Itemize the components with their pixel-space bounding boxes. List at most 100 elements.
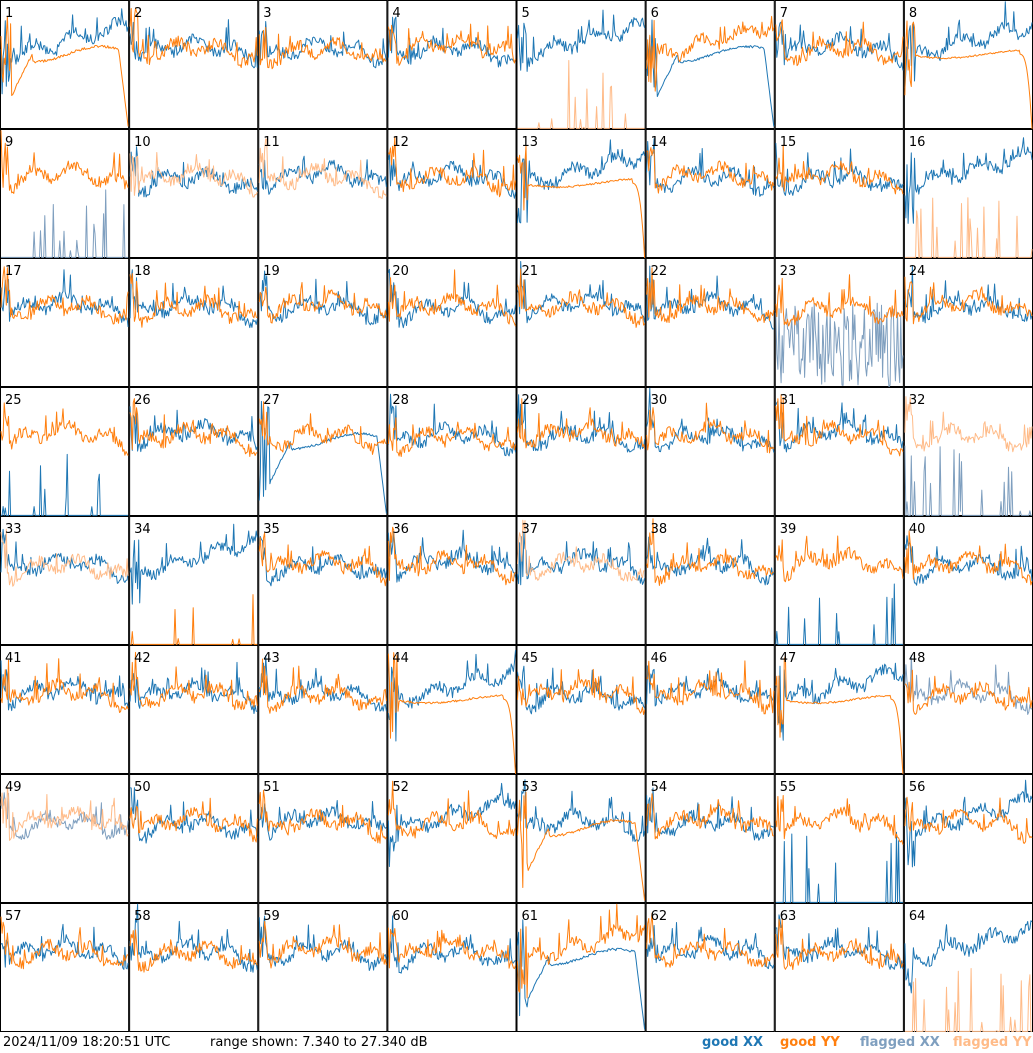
series-xx-line bbox=[904, 654, 1033, 715]
panel-frame bbox=[129, 0, 259, 129]
series-xx-line bbox=[0, 269, 129, 328]
panel-label: 39 bbox=[780, 522, 797, 537]
series-xx-line bbox=[517, 779, 646, 842]
panel-frame bbox=[387, 516, 517, 645]
series-xx-line bbox=[517, 919, 646, 1030]
panel-label: 61 bbox=[522, 909, 539, 924]
panel-17: 17 bbox=[0, 258, 130, 387]
panel-59: 59 bbox=[258, 903, 388, 1032]
series-yy-line bbox=[517, 519, 645, 582]
series-xx-line bbox=[1, 189, 129, 258]
panel-frame bbox=[516, 774, 646, 903]
series-yy-line bbox=[775, 144, 904, 195]
series-xx-line bbox=[387, 915, 516, 974]
panel-frame bbox=[774, 903, 904, 1032]
legend-good-yy: good YY bbox=[780, 1035, 840, 1050]
panel-frame bbox=[129, 903, 259, 1032]
panel-label: 57 bbox=[5, 909, 22, 924]
panel-label: 15 bbox=[780, 135, 797, 150]
panel-label: 45 bbox=[522, 651, 539, 666]
series-yy-line bbox=[129, 651, 258, 711]
panel-label: 36 bbox=[392, 522, 409, 537]
panel-31: 31 bbox=[774, 387, 904, 516]
series-yy-line bbox=[129, 273, 258, 328]
panel-frame bbox=[645, 903, 775, 1032]
panel-frame bbox=[387, 0, 517, 129]
panel-19: 19 bbox=[258, 258, 388, 387]
series-yy-line bbox=[904, 796, 1033, 844]
panel-label: 43 bbox=[263, 651, 280, 666]
series-xx-line bbox=[0, 8, 129, 95]
panel-39: 39 bbox=[774, 516, 904, 645]
legend-flagged-yy-label: flagged bbox=[953, 1035, 1009, 1050]
series-yy-line bbox=[387, 269, 516, 327]
series-yy-line bbox=[0, 786, 129, 841]
panel-label: 25 bbox=[5, 393, 22, 408]
panel-14: 14 bbox=[645, 129, 775, 258]
series-xx-line bbox=[904, 779, 1033, 868]
panel-label: 24 bbox=[909, 264, 926, 279]
series-yy-line bbox=[646, 267, 775, 323]
panel-label: 59 bbox=[263, 909, 280, 924]
series-xx-line bbox=[775, 662, 904, 741]
series-yy-line bbox=[387, 417, 516, 457]
series-yy-line bbox=[0, 916, 129, 970]
panel-label: 5 bbox=[522, 6, 530, 21]
series-yy-line bbox=[387, 136, 516, 198]
series-xx-line bbox=[904, 1, 1033, 89]
panel-33: 33 bbox=[0, 516, 130, 645]
panel-frame bbox=[516, 645, 646, 774]
panel-label: 17 bbox=[5, 264, 22, 279]
series-xx-line bbox=[129, 269, 258, 329]
panel-41: 41 bbox=[0, 645, 130, 774]
series-yy-line bbox=[904, 669, 1033, 715]
series-yy-line bbox=[129, 7, 258, 68]
panel-58: 58 bbox=[129, 903, 259, 1032]
panel-label: 22 bbox=[651, 264, 668, 279]
panel-12: 12 bbox=[387, 129, 517, 258]
panel-label: 2 bbox=[134, 6, 142, 21]
panel-frame bbox=[516, 903, 646, 1032]
panel-frame bbox=[774, 129, 904, 258]
series-yy-line bbox=[258, 789, 387, 844]
series-yy-line bbox=[775, 655, 904, 774]
series-yy-line bbox=[646, 15, 775, 92]
series-yy-line bbox=[904, 276, 1033, 325]
series-yy-line bbox=[517, 398, 646, 449]
panel-56: 56 bbox=[903, 774, 1033, 903]
series-yy-line bbox=[258, 401, 387, 455]
series-yy-line bbox=[0, 15, 129, 127]
panel-frame bbox=[387, 774, 517, 903]
panel-frame bbox=[387, 645, 517, 774]
panel-5: 5 bbox=[516, 0, 646, 129]
timestamp: 2024/11/09 18:20:51 UTC bbox=[3, 1035, 171, 1050]
panel-45: 45 bbox=[516, 645, 646, 774]
series-yy-line bbox=[0, 658, 129, 713]
panel-label: 8 bbox=[909, 6, 917, 21]
panel-label: 56 bbox=[909, 780, 926, 795]
panel-label: 23 bbox=[780, 264, 797, 279]
series-yy-line bbox=[258, 282, 387, 324]
panel-frame bbox=[258, 129, 388, 258]
series-xx-line bbox=[387, 268, 516, 329]
panel-frame bbox=[258, 387, 388, 516]
panel-label: 46 bbox=[651, 651, 668, 666]
panel-30: 30 bbox=[645, 387, 775, 516]
panel-29: 29 bbox=[516, 387, 646, 516]
panel-25: 25 bbox=[0, 387, 130, 516]
panel-frame bbox=[258, 516, 388, 645]
series-yy-line bbox=[258, 532, 387, 587]
panel-4: 4 bbox=[387, 0, 517, 129]
panel-frame bbox=[903, 258, 1033, 387]
series-yy-line bbox=[130, 594, 258, 645]
series-yy-line bbox=[129, 152, 258, 198]
panel-label: 10 bbox=[134, 135, 151, 150]
panel-frame bbox=[387, 258, 517, 387]
panel-label: 27 bbox=[263, 393, 280, 408]
series-xx-line bbox=[517, 139, 646, 224]
legend-good-xx-pol: XX bbox=[743, 1035, 764, 1050]
legend-flagged-xx-pol: XX bbox=[919, 1035, 940, 1050]
panel-frame bbox=[129, 387, 259, 516]
series-xx-line bbox=[775, 914, 904, 970]
